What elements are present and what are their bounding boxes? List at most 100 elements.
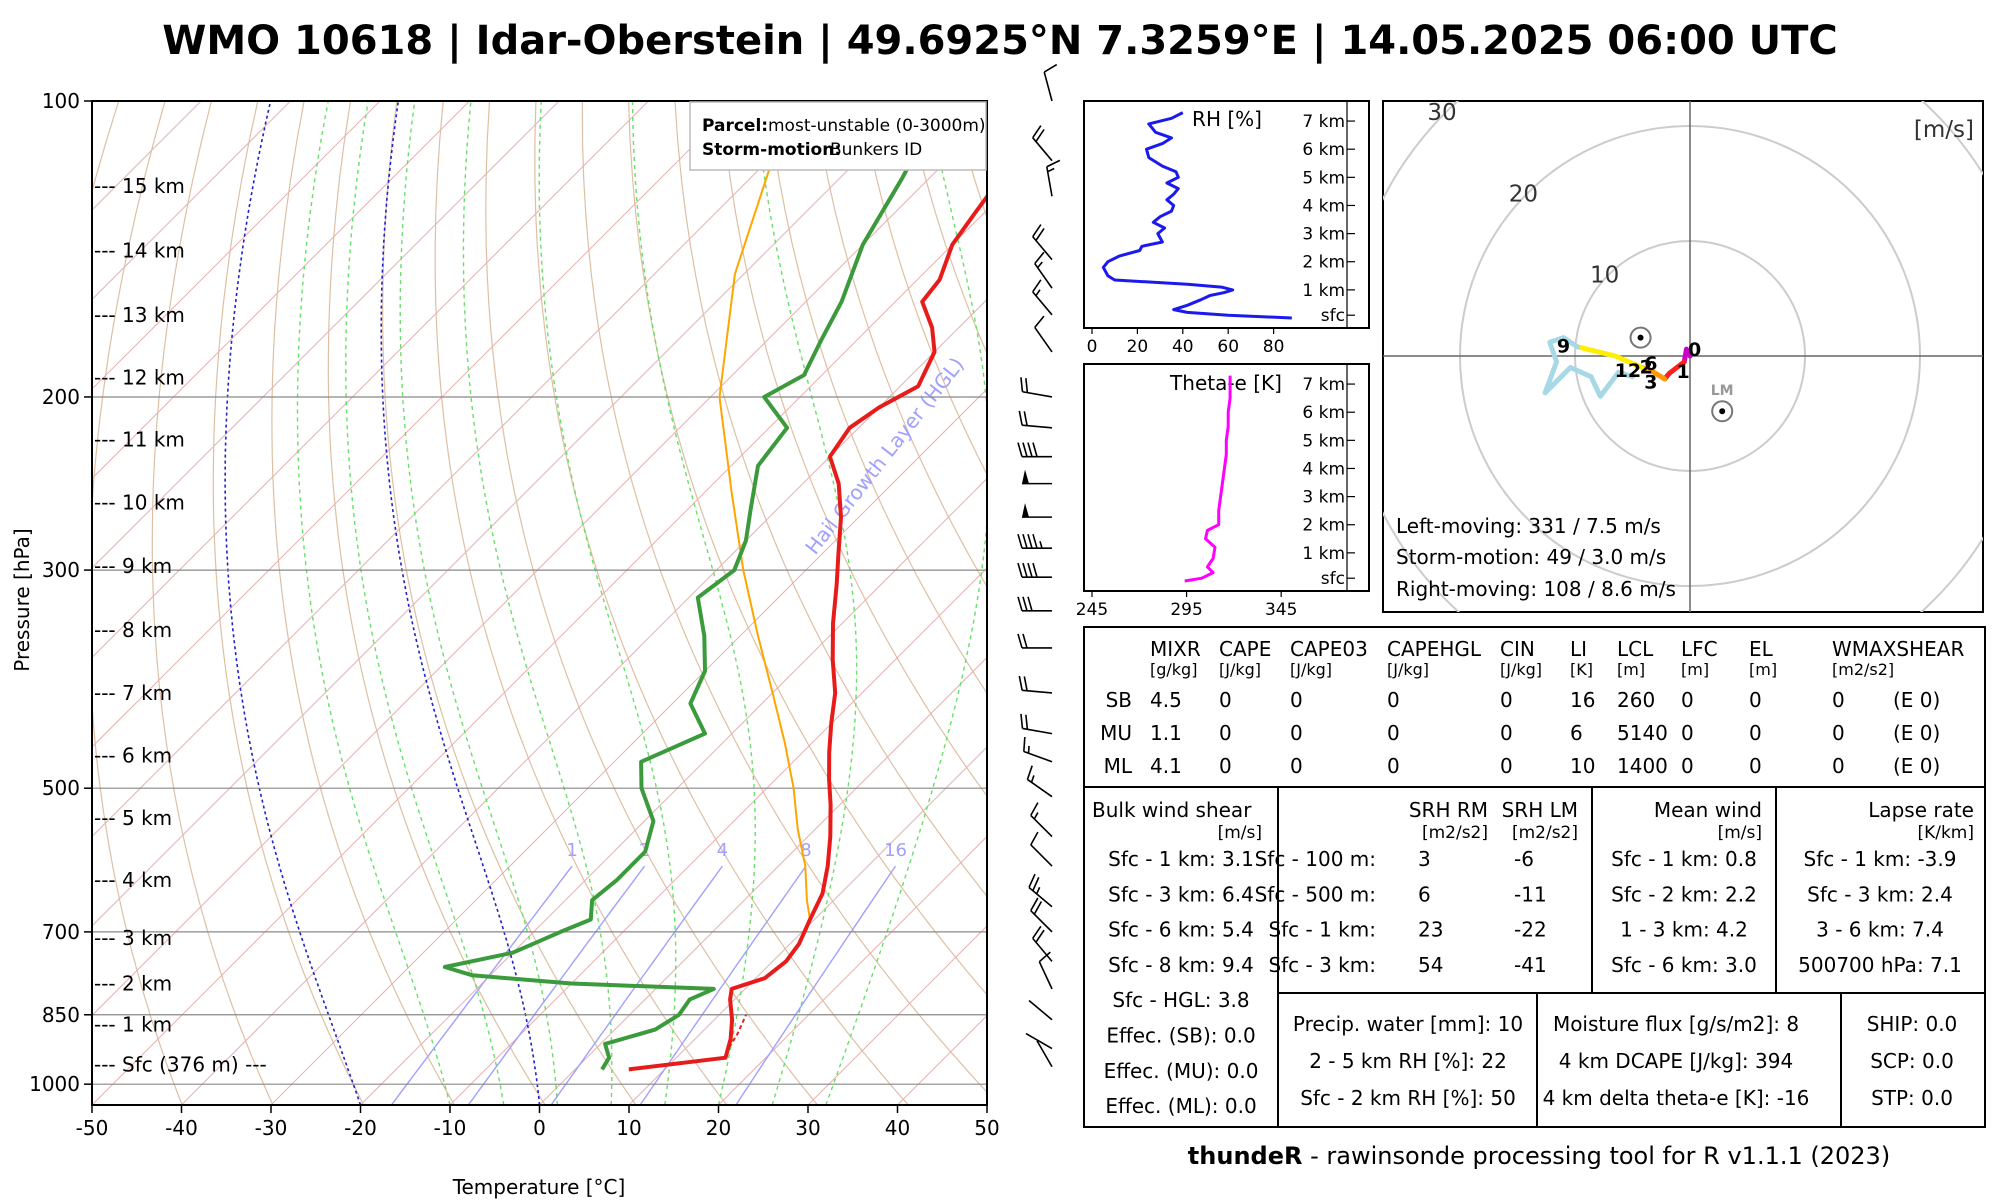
barb-half: [1027, 745, 1030, 754]
storm-marker-dot: [1719, 408, 1726, 415]
y-tick-label: 200: [42, 385, 80, 409]
wind-barb: [1020, 713, 1053, 735]
y-axis-label: Pressure [hPa]: [10, 528, 34, 671]
page-title: WMO 10618 | Idar-Oberstein | 49.6925°N 7…: [162, 18, 1838, 64]
dry-adiabat: [434, 101, 728, 1105]
dry-adiabat: [212, 101, 365, 1105]
wind-barbs: [1017, 63, 1061, 1068]
height-label: --- 15 km: [94, 174, 185, 198]
x-tick-label: 30: [795, 1116, 820, 1140]
isotherm: [270, 388, 987, 1105]
lapse-row: 500700 hPa: 7.1: [1798, 953, 1962, 977]
x-tick-label: 60: [1217, 337, 1239, 357]
parcel-col-unit: [J/kg]: [1290, 660, 1332, 679]
parcel-col-header: CAPE03: [1290, 637, 1368, 661]
flux-row: Moisture flux [g/s/m2]: 8: [1553, 1012, 1799, 1036]
parcel-cell: 0: [1290, 721, 1303, 745]
wind-barb: [1034, 251, 1053, 289]
height-tick-label: sfc: [1321, 569, 1345, 589]
shear-row: Sfc - 8 km: 9.4: [1108, 953, 1254, 977]
bulk-shear-table: Bulk wind shear [m/s] Sfc - 1 km: 3.1 Sfc…: [1092, 798, 1262, 1118]
mixing-ratio-line: [550, 865, 723, 1105]
wind-barb: [1030, 802, 1053, 838]
parcel-cell: 16: [1570, 688, 1595, 712]
theta-e-panel: Theta-e [K] sfc 1 km 2 km 3 km 4 km 5 km 6 km 7…: [1076, 363, 1370, 620]
isotherm: [92, 101, 560, 569]
barb-half: [1030, 775, 1035, 783]
parcel-cell: 0: [1832, 754, 1845, 778]
wind-barb: [1018, 410, 1053, 429]
height-label: --- 3 km: [94, 926, 172, 950]
parcel-cell: 0: [1387, 721, 1400, 745]
parcel-col-header: WMAXSHEAR: [1832, 637, 1964, 661]
mean-wind-table: Mean wind [m/s] Sfc - 1 km: 0.8 Sfc - 2 k…: [1611, 798, 1762, 977]
height-tick-label: 4 km: [1302, 196, 1345, 216]
rh-frame: [1083, 100, 1370, 329]
barb-half: [1033, 812, 1039, 820]
height-label: --- 2 km: [94, 972, 172, 996]
parcel-cell: 260: [1617, 688, 1655, 712]
isotherm: [360, 477, 987, 1105]
isotherm: [92, 101, 649, 659]
legend-box: [689, 101, 987, 171]
hodograph-segment: [1542, 335, 1635, 399]
isotherm: [92, 119, 987, 1017]
x-tick-label: -30: [255, 1116, 288, 1140]
isotherm: [181, 298, 987, 1105]
wind-barb: [1028, 999, 1053, 1021]
barb-full: [1035, 227, 1045, 241]
barb-half: [1039, 540, 1043, 549]
height-tick-label: 7 km: [1302, 112, 1345, 132]
height-tick-label: 2 km: [1302, 253, 1345, 273]
shear-row: Sfc - 1 km: 3.1: [1108, 847, 1254, 871]
barb-full: [1017, 533, 1023, 549]
parcel-cell: 0: [1290, 688, 1303, 712]
parcel-cell-extra: (E 0): [1893, 688, 1940, 712]
dry-adiabat: [628, 101, 987, 996]
barb-full: [1032, 442, 1038, 457]
barb-full: [1032, 877, 1040, 892]
theta-e-content: sfc 1 km 2 km 3 km 4 km 5 km 6 km 7 km 245 295 345: [1076, 364, 1355, 620]
srh-lm-value: -22: [1514, 918, 1547, 942]
srh-rm-value: 54: [1418, 953, 1443, 977]
height-label: --- 11 km: [94, 428, 185, 452]
shear-title: Bulk wind shear: [1092, 798, 1252, 822]
barb-full: [1030, 831, 1039, 846]
mean-wind-row: Sfc - 1 km: 0.8: [1611, 847, 1757, 871]
parcel-legend: Parcel: most-unstable (0-3000m) Storm-mo…: [689, 101, 987, 171]
moist-adiabat: [462, 101, 613, 1105]
parcel-col-unit: [m]: [1681, 660, 1709, 679]
lapse-rate-table: Lapse rate [K/km] Sfc - 1 km: -3.9 Sfc - …: [1798, 798, 1974, 977]
storm-marker-ring: [1629, 326, 1652, 349]
barb-full: [1027, 442, 1033, 457]
x-tick-label: 20: [706, 1116, 731, 1140]
barb-shaft: [1023, 750, 1053, 763]
parcel-col-unit: [m2/s2]: [1832, 660, 1894, 679]
moisture-row: 2 - 5 km RH [%]: 22: [1309, 1049, 1507, 1073]
storm-marker-label: LM: [1711, 383, 1734, 399]
parcel-cell: 6: [1570, 721, 1583, 745]
x-tick-label: 40: [885, 1116, 910, 1140]
barb-shaft: [1032, 137, 1053, 162]
y-tick-label: 500: [42, 776, 80, 800]
legend-storm-value: Bunkers ID: [830, 140, 922, 160]
parcel-col-header: LI: [1570, 637, 1587, 661]
parcel-cell: 0: [1832, 721, 1845, 745]
srh-lm-value: -11: [1514, 882, 1547, 906]
parcel-cell: 0: [1290, 754, 1303, 778]
theta-e-frame: [1083, 363, 1370, 592]
barb-shaft: [1043, 71, 1053, 102]
height-label: --- 6 km: [94, 743, 172, 767]
barb-full: [1023, 411, 1028, 426]
dry-adiabat: [534, 101, 909, 1105]
parcel-col-unit: [m]: [1749, 660, 1777, 679]
shear-row: Sfc - 3 km: 6.4: [1108, 882, 1254, 906]
isotherm: [628, 746, 987, 1105]
srh-rm-value: 23: [1418, 918, 1443, 942]
isotherm: [92, 101, 739, 748]
x-tick-label: 0: [1087, 337, 1098, 357]
isotherm: [92, 101, 470, 480]
wind-barb: [1043, 63, 1058, 102]
wind-barb: [1038, 951, 1053, 990]
